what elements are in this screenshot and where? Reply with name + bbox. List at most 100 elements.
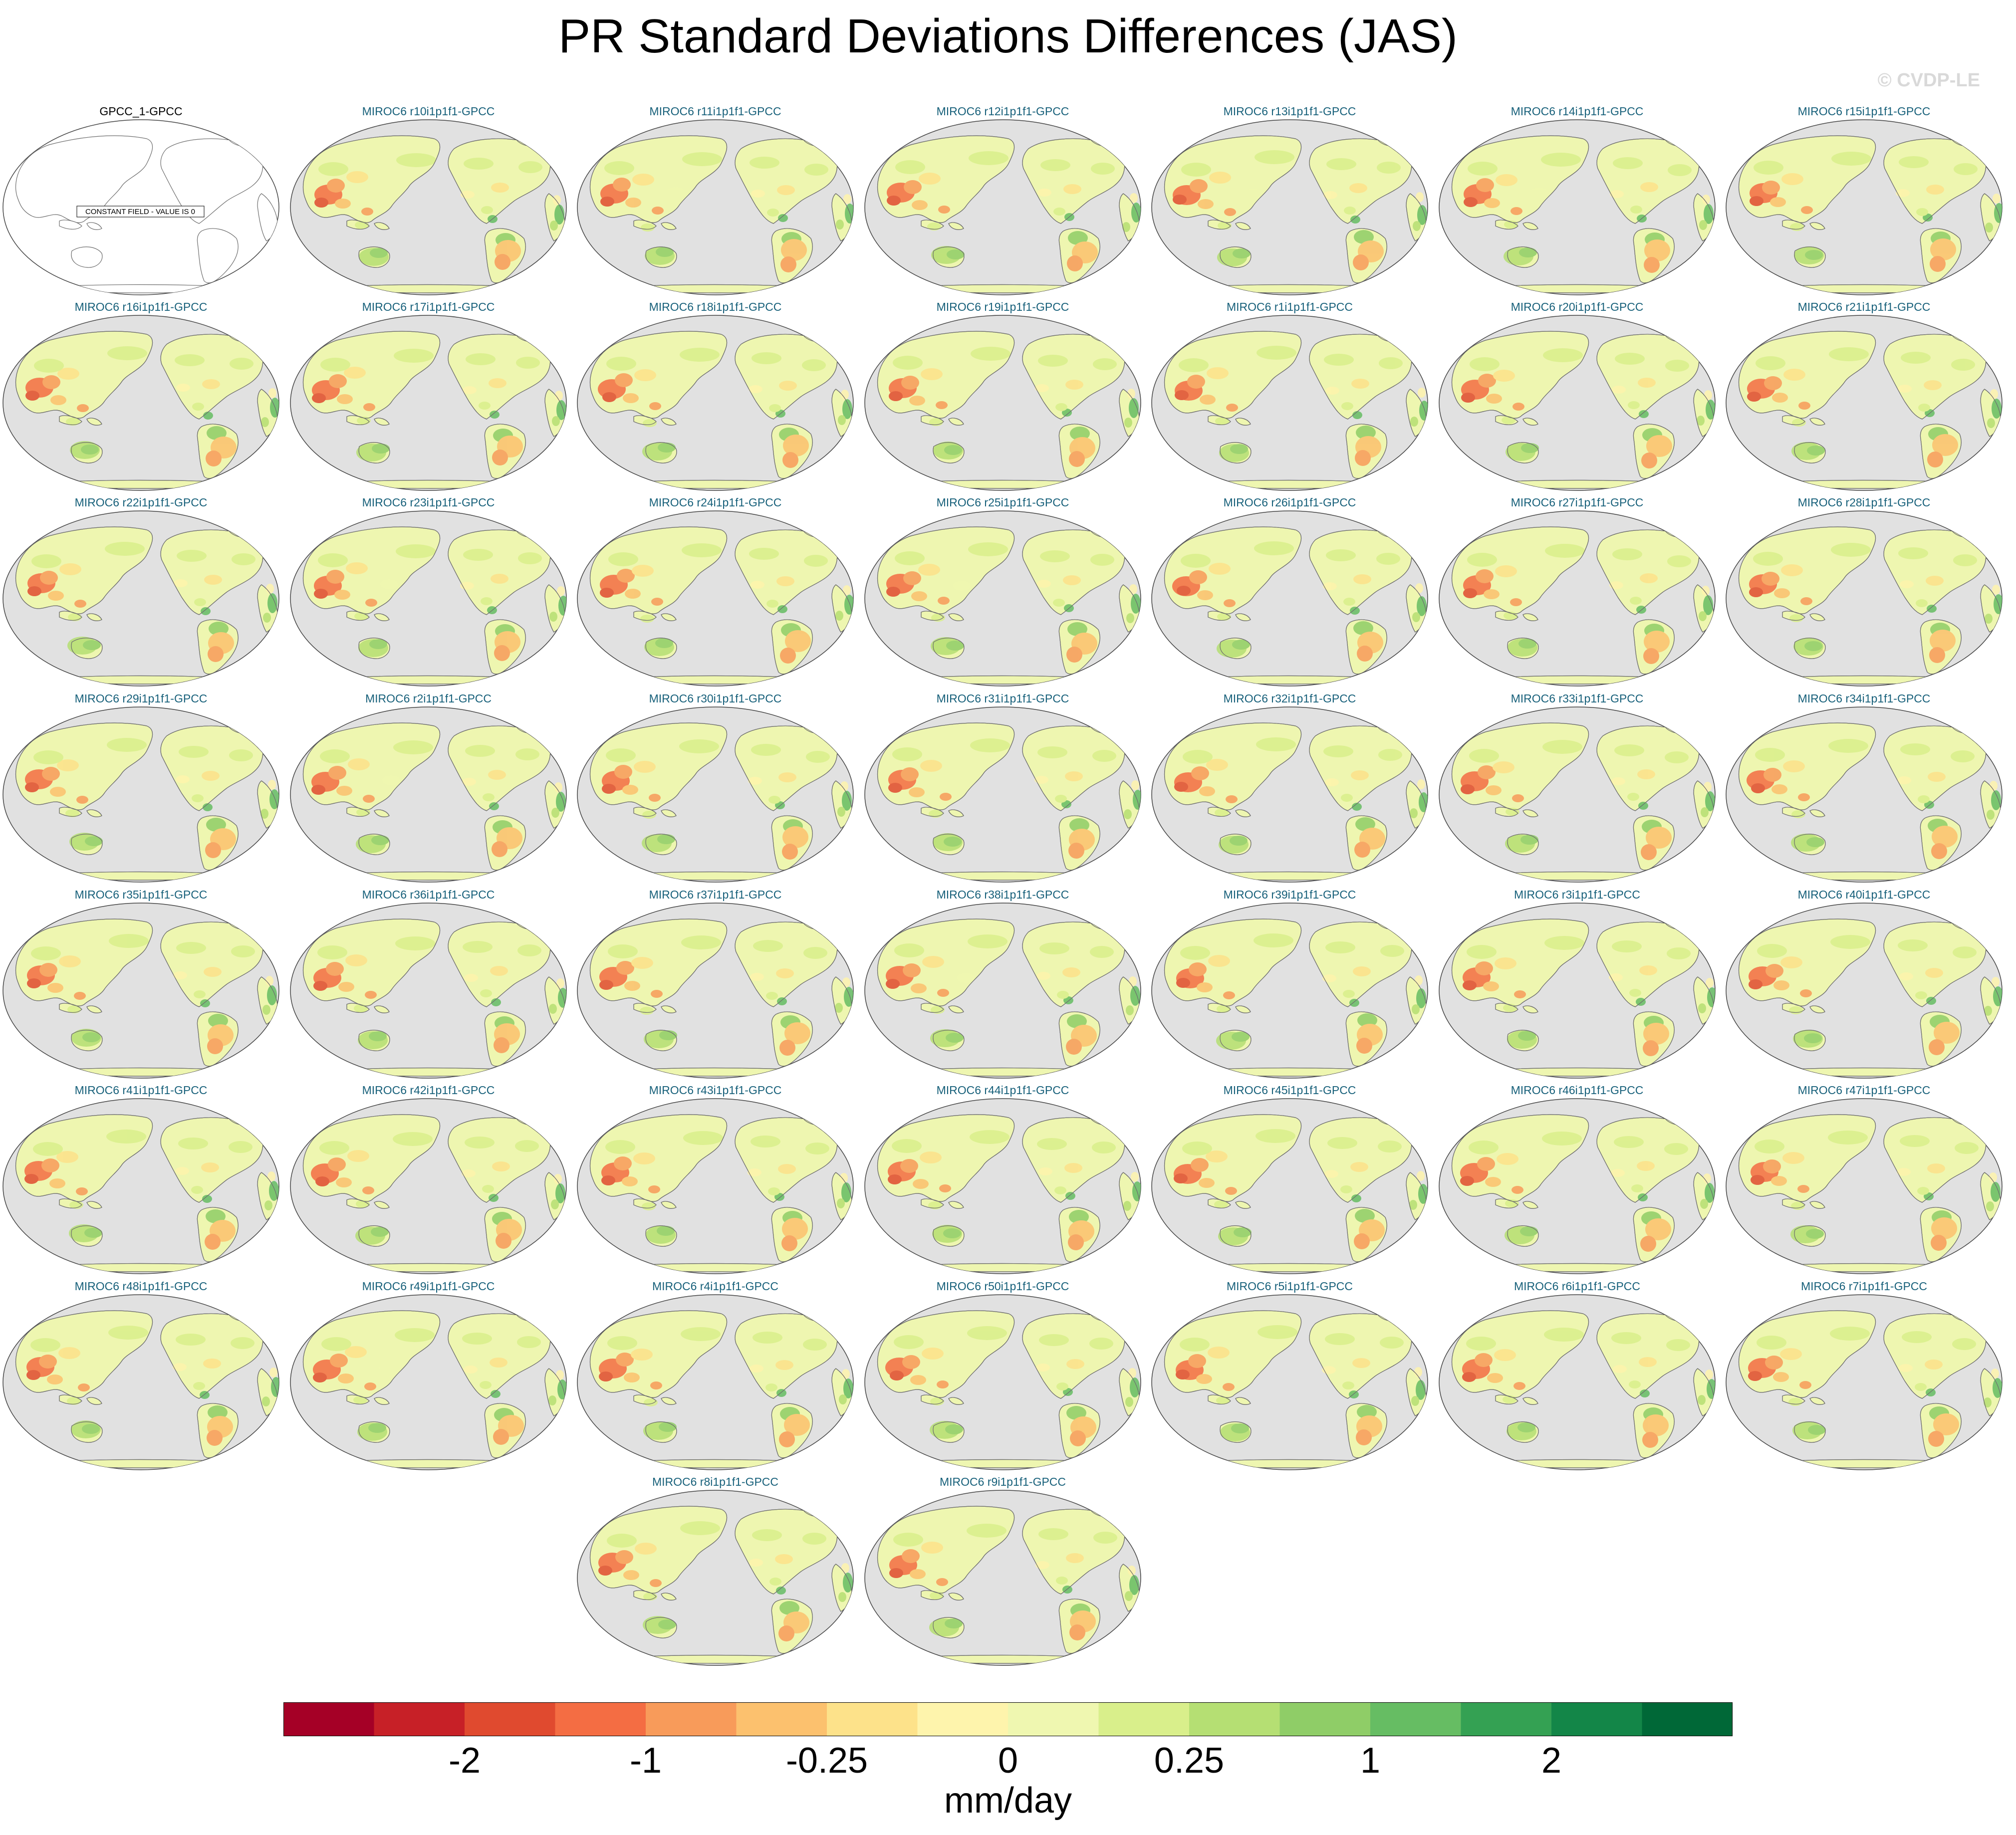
- anomaly-region: [1233, 248, 1251, 258]
- anomaly-region: [1757, 944, 1787, 958]
- anomaly-region: [1224, 599, 1236, 607]
- anomaly-shading: [1751, 1131, 2001, 1251]
- land-antarctica: [893, 1654, 1114, 1664]
- anomaly-region: [936, 401, 948, 409]
- anomaly-region: [682, 152, 722, 166]
- anomaly-region: [749, 385, 762, 393]
- anomaly-region: [783, 435, 809, 457]
- anomaly-region: [955, 385, 973, 395]
- anomaly-region: [1800, 989, 1812, 997]
- anomaly-region: [318, 553, 348, 567]
- anomaly-region: [780, 256, 796, 272]
- land-antarctica: [31, 1459, 252, 1468]
- ensemble-member-map-panel: MIROC6 r31i1p1f1-GPCC: [862, 692, 1144, 887]
- anomaly-region: [515, 748, 539, 760]
- anomaly-region: [1638, 1193, 1648, 1201]
- anomaly-region: [606, 357, 636, 371]
- anomaly-region: [1925, 1360, 1943, 1370]
- land-antarctica: [31, 675, 252, 685]
- anomaly-region: [1495, 565, 1517, 577]
- anomaly-region: [31, 946, 61, 960]
- anomaly-region: [1542, 1132, 1582, 1146]
- anomaly-region: [775, 801, 785, 809]
- colorbar-swatch: [1551, 1702, 1642, 1736]
- anomaly-region: [634, 369, 656, 381]
- world-map: [864, 706, 1141, 883]
- ensemble-member-map-panel: MIROC6 r12i1p1f1-GPCC: [862, 105, 1144, 299]
- anomaly-region: [1789, 1006, 1803, 1014]
- anomaly-region: [1639, 410, 1649, 418]
- anomaly-region: [931, 1006, 945, 1014]
- anomaly-region: [888, 783, 902, 793]
- anomaly-region: [911, 983, 927, 993]
- anomaly-region: [1541, 153, 1581, 167]
- panel-label: MIROC6 r30i1p1f1-GPCC: [649, 692, 782, 705]
- anomaly-region: [48, 591, 64, 601]
- anomaly-region: [1483, 981, 1499, 991]
- anomaly-region: [1484, 198, 1500, 208]
- anomaly-region: [605, 1140, 635, 1154]
- world-map: [1439, 903, 1716, 1079]
- constant-field-box: [76, 206, 205, 218]
- anomaly-region: [614, 765, 632, 779]
- anomaly-region: [194, 990, 206, 998]
- anomaly-region: [1181, 554, 1211, 568]
- anomaly-region: [1349, 183, 1367, 193]
- anomaly-region: [842, 399, 852, 419]
- anomaly-region: [625, 198, 641, 208]
- anomaly-region: [1188, 1354, 1206, 1368]
- anomaly-region: [1040, 159, 1070, 171]
- anomaly-shading: [1172, 541, 1427, 662]
- anomaly-region: [1698, 1003, 1706, 1013]
- anomaly-region: [1351, 379, 1369, 389]
- anomaly-region: [1762, 181, 1780, 195]
- world-map: [1439, 315, 1716, 491]
- world-map: [1151, 119, 1428, 295]
- anomaly-region: [1640, 182, 1658, 192]
- anomaly-region: [1215, 417, 1229, 425]
- anomaly-region: [1640, 573, 1658, 583]
- anomaly-region: [1477, 1157, 1495, 1171]
- anomaly-region: [890, 1371, 904, 1380]
- anomaly-region: [1340, 1185, 1352, 1193]
- anomaly-region: [607, 1534, 637, 1548]
- land-antarctica: [319, 479, 539, 489]
- world-map: [577, 119, 854, 295]
- anomaly-region: [481, 206, 493, 214]
- anomaly-region: [1350, 216, 1360, 224]
- anomaly-region: [1066, 1406, 1086, 1420]
- anomaly-region: [173, 1363, 187, 1371]
- anomaly-region: [1630, 597, 1642, 605]
- panel-label: MIROC6 r37i1p1f1-GPCC: [649, 888, 782, 901]
- anomaly-region: [262, 1005, 270, 1015]
- anomaly-region: [1756, 356, 1785, 370]
- anomaly-region: [107, 346, 147, 360]
- anomaly-region: [517, 944, 541, 956]
- anomaly-region: [1612, 940, 1642, 952]
- anomaly-region: [1417, 205, 1427, 225]
- anomaly-region: [318, 162, 348, 176]
- anomaly-region: [206, 451, 222, 466]
- land-antarctica: [1180, 479, 1401, 489]
- anomaly-region: [751, 1136, 780, 1147]
- anomaly-region: [1418, 1184, 1428, 1204]
- anomaly-region: [1781, 564, 1803, 576]
- anomaly-region: [1645, 1218, 1671, 1240]
- panel-label: MIROC6 r9i1p1f1-GPCC: [939, 1475, 1066, 1488]
- anomaly-region: [1806, 837, 1824, 847]
- anomaly-region: [1930, 238, 1956, 260]
- anomaly-region: [464, 158, 494, 170]
- ensemble-member-map-panel: MIROC6 r23i1p1f1-GPCC: [287, 496, 569, 690]
- land-antarctica: [31, 479, 252, 489]
- anomaly-region: [205, 1234, 221, 1250]
- ensemble-member-map-panel: MIROC6 r16i1p1f1-GPCC: [0, 300, 282, 495]
- anomaly-region: [1925, 968, 1943, 978]
- anomaly-region: [970, 1130, 1009, 1144]
- anomaly-shading: [1749, 543, 2002, 663]
- anomaly-region: [842, 791, 852, 811]
- colorbar-tick-label: -1: [629, 1741, 662, 1781]
- anomaly-region: [30, 1338, 60, 1352]
- anomaly-region: [842, 977, 850, 987]
- anomaly-region: [1196, 1374, 1212, 1384]
- anomaly-region: [607, 1336, 637, 1350]
